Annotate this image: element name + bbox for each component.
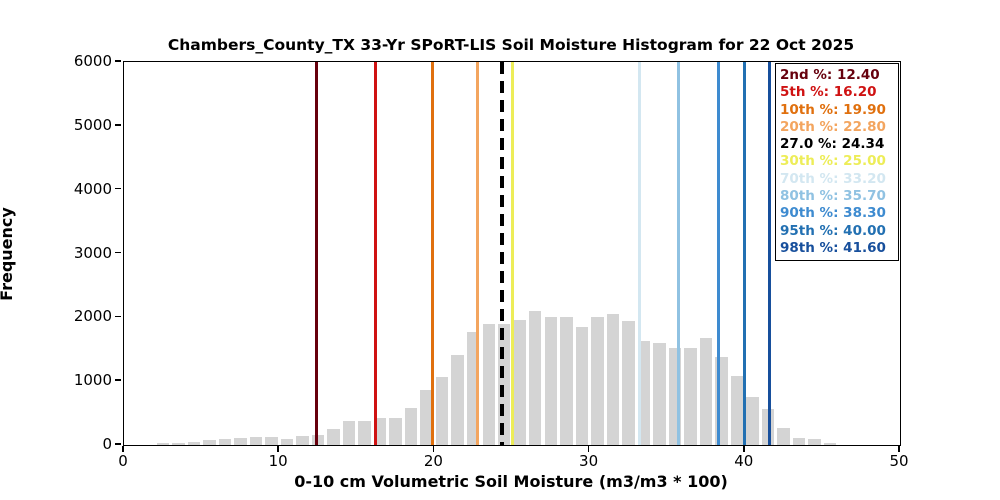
x-tick-label: 40 [734,452,754,470]
x-tick-label: 30 [579,452,599,470]
histogram-bar [265,437,278,445]
histogram-bar [792,438,806,445]
histogram-bar [560,316,573,445]
histogram-bar [249,437,263,445]
histogram-bar [218,438,232,445]
y-tick-mark [115,379,121,381]
percentile-line-27.0 [499,62,504,445]
y-tick-label: 6000 [73,52,112,70]
histogram-bar [575,326,589,445]
y-tick-label: 0 [102,435,112,453]
histogram-bar [684,347,697,445]
histogram-bar [420,390,433,445]
percentile-line-95th [743,62,747,445]
legend-box: 2nd %: 12.40 5th %: 16.20 10th %: 19.90 20t… [775,63,899,262]
x-tick-mark [122,445,124,452]
percentile-line-20th [476,62,480,445]
y-tick-label: 5000 [73,115,112,134]
legend-entry-2nd: 2nd %: 12.40 [780,67,880,83]
histogram-bar [777,427,790,445]
percentile-line-10th [431,62,435,445]
histogram-bar [327,429,340,445]
y-tick-label: 1000 [73,371,112,390]
histogram-bar [156,443,169,445]
histogram-bar [187,442,201,445]
histogram-bar [746,397,759,445]
histogram-bar [451,355,464,445]
percentile-line-30th [510,62,514,445]
histogram-bar [482,323,495,445]
legend-entry-27.0: 27.0 %: 24.34 [780,136,885,153]
histogram-bar [203,439,216,445]
histogram-bar [404,408,418,445]
histogram-bar [761,408,775,445]
x-tick-mark [432,445,435,452]
x-axis-label: 0-10 cm Volumetric Soil Moisture (m3/m3 … [294,472,728,491]
x-tick-mark [743,445,745,452]
y-tick-label: 3000 [73,243,112,262]
y-axis-label: Frequency [0,207,16,301]
histogram-bar [513,319,526,445]
histogram-bar [591,316,604,445]
histogram-bar [653,343,666,445]
y-tick-mark [115,443,121,445]
y-tick-mark [115,60,121,62]
x-tick-label: 50 [889,452,909,470]
histogram-bar [342,421,356,445]
histogram-bar [699,338,713,445]
plot-area: 2nd %: 12.40 5th %: 16.20 10th %: 19.90 20t… [123,61,901,446]
x-tick-mark [277,445,279,452]
histogram-bar [622,321,635,445]
legend-entry-5th: 5th %: 16.20 [780,84,877,101]
x-tick-label: 0 [118,452,128,470]
legend-entry-10th: 10th %: 19.90 [780,101,886,118]
histogram-bar [389,417,402,445]
histogram-bar [311,435,325,445]
x-tick-label: 20 [423,452,443,470]
histogram-bar [234,437,247,445]
y-tick-mark [115,315,121,318]
chart-title: Chambers_County_TX 33-Yr SPoRT-LIS Soil … [167,36,855,54]
y-tick-mark [115,251,121,254]
percentile-line-98th [768,62,772,445]
x-tick-mark [587,445,590,452]
histogram-bar [730,376,744,445]
histogram-bar [296,436,309,445]
legend-entry-90th: 90th %: 38.30 [780,205,886,222]
legend-entry-20th: 20th %: 22.80 [780,118,886,135]
histogram-bar [435,377,449,445]
histogram-bar [529,310,542,445]
x-tick-label: 10 [268,452,288,470]
y-tick-label: 2000 [73,307,112,326]
histogram-bar [606,314,620,445]
legend-entry-30th: 30th %: 25.00 [780,153,886,170]
histogram-bar [544,316,557,445]
percentile-line-90th [716,62,720,445]
percentile-line-5th [373,62,377,445]
histogram-bar [280,438,294,445]
y-tick-mark [115,187,121,190]
y-tick-label: 4000 [73,179,112,198]
histogram-bar [172,443,185,445]
legend-entry-98th: 98th %: 41.60 [780,239,886,256]
histogram-bar [808,439,821,445]
x-tick-mark [898,445,900,452]
y-tick-mark [115,124,121,126]
legend-entry-95th: 95th %: 40.00 [780,222,886,239]
legend-entry-70th: 70th %: 33.20 [780,170,886,187]
percentile-line-80th [676,62,680,445]
histogram-bar [466,332,480,445]
percentile-line-2nd [314,62,318,445]
legend-entry-80th: 80th %: 35.70 [780,188,886,205]
histogram-bar [358,421,371,445]
histogram-bar [373,418,387,445]
histogram-bar [637,340,651,445]
histogram-bar [823,442,837,445]
percentile-line-70th [637,62,641,445]
